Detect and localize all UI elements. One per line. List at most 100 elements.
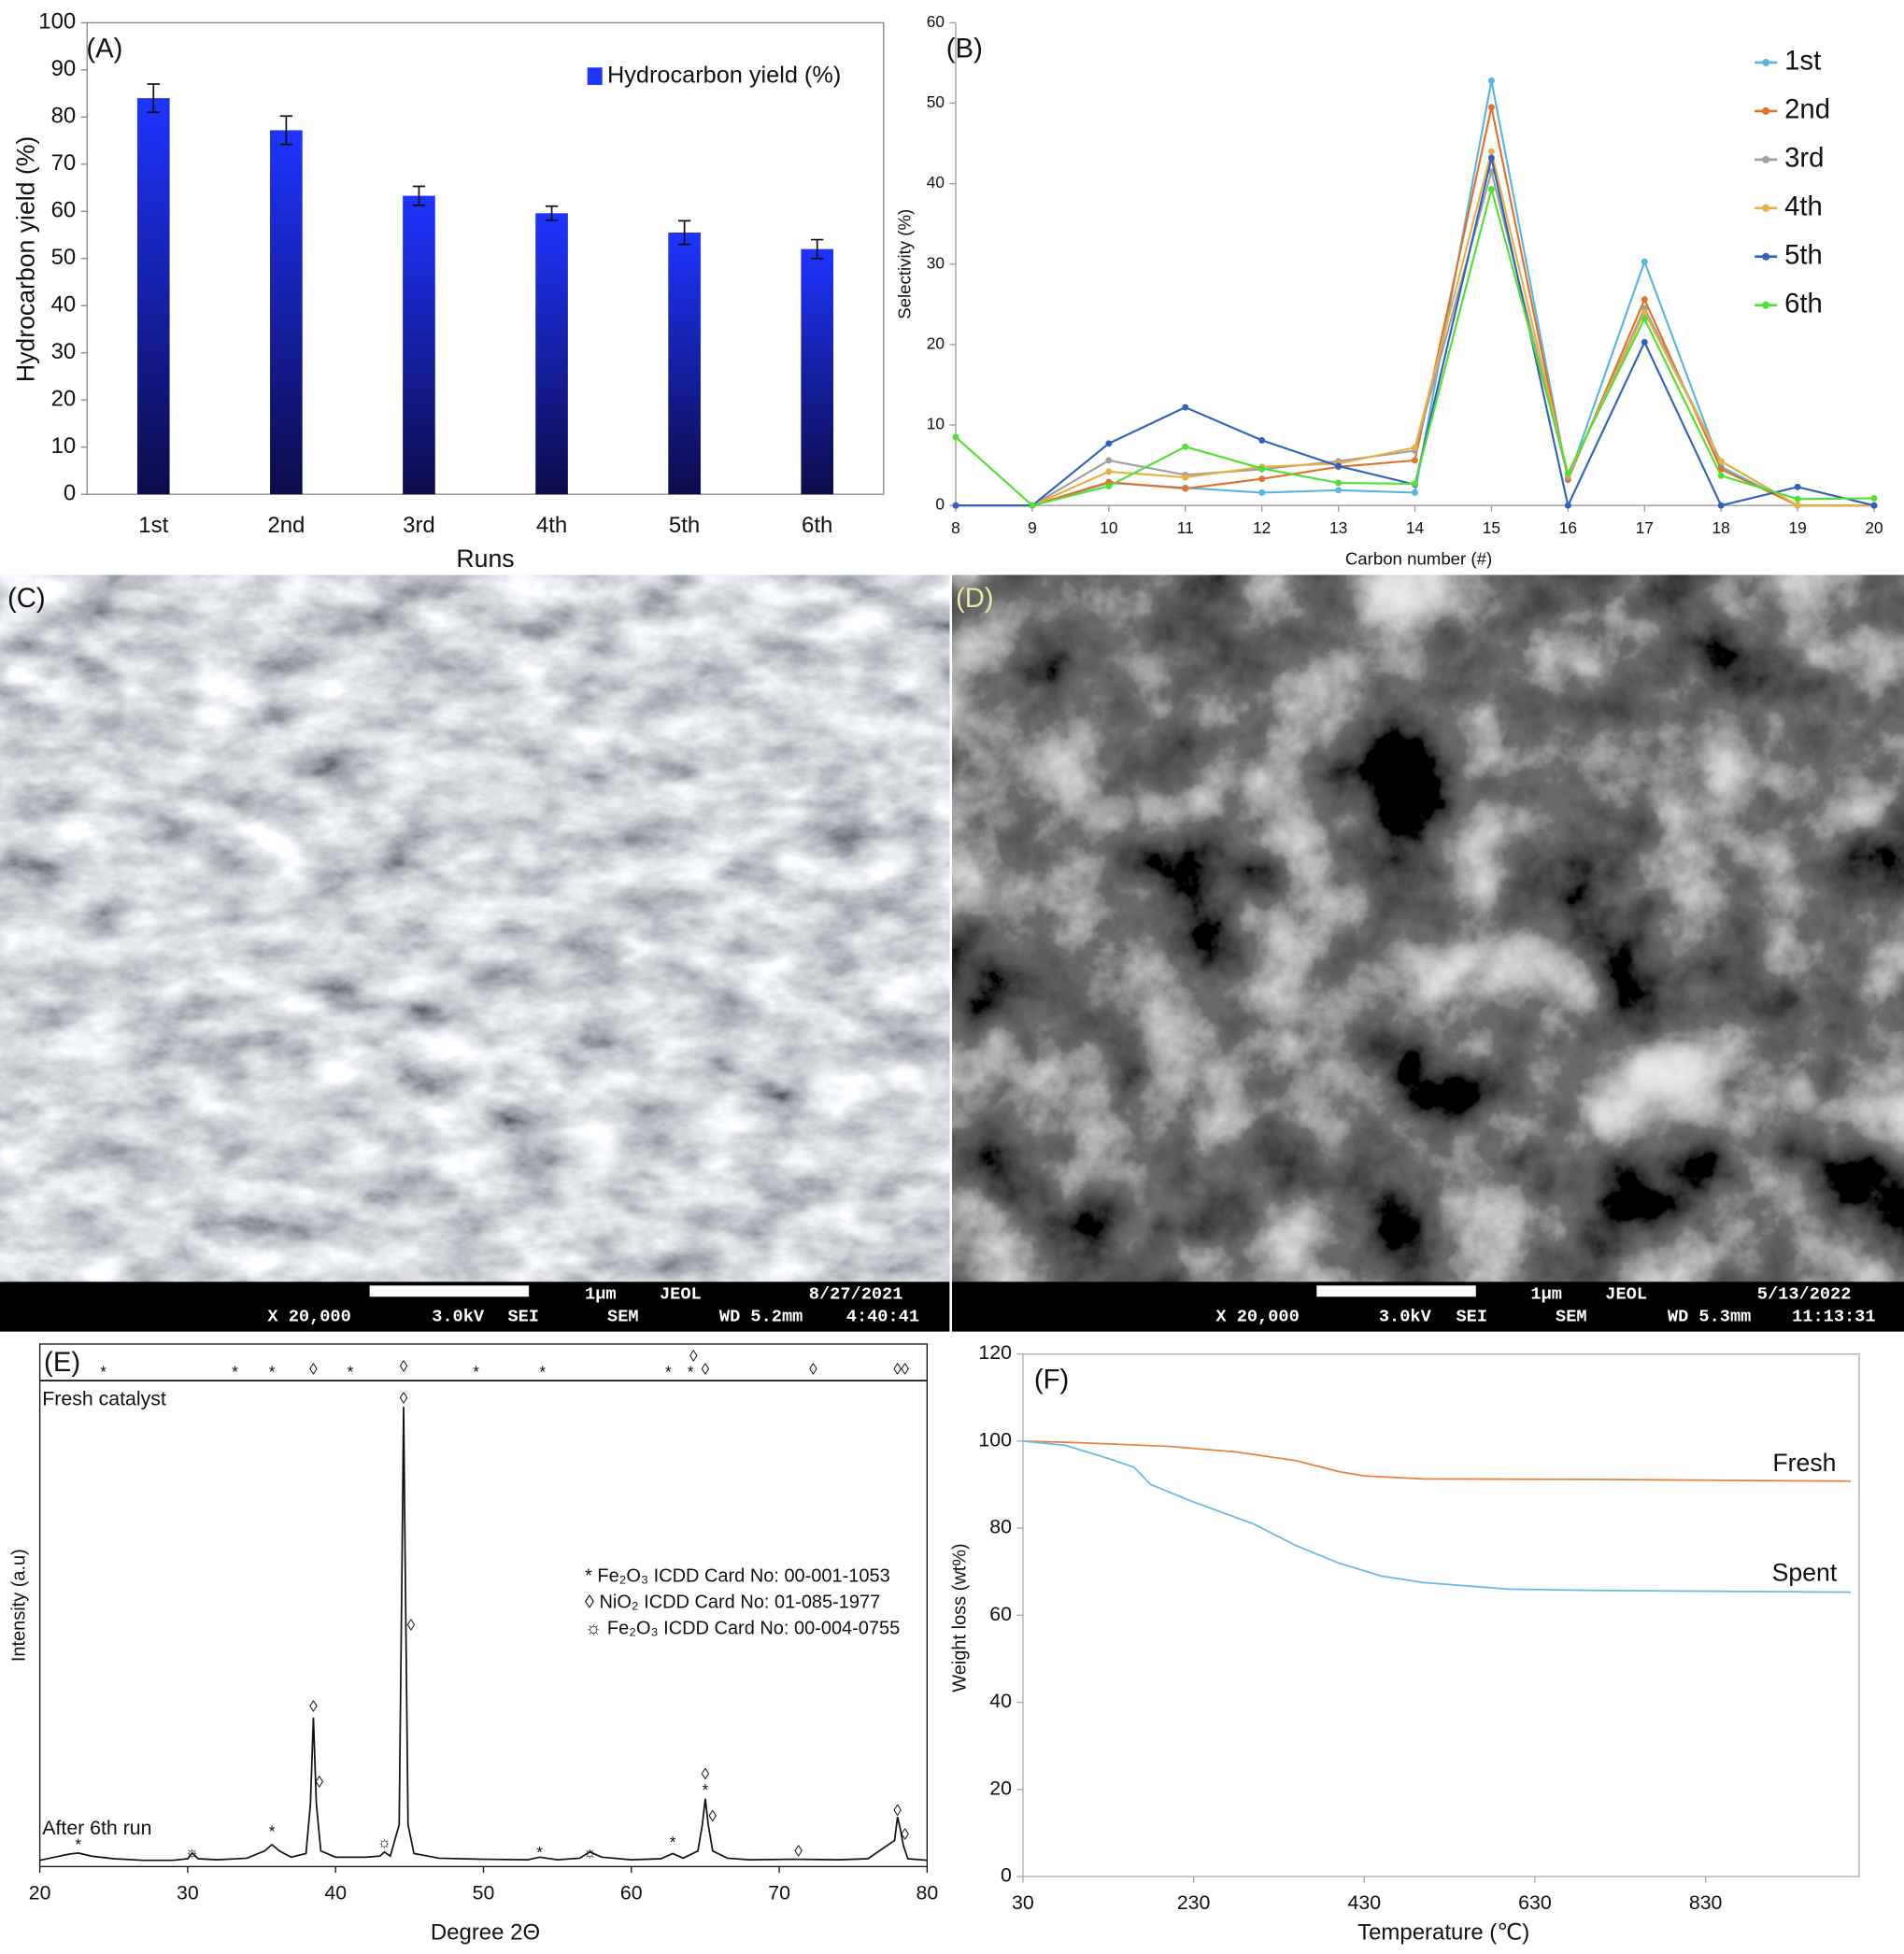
x-axis-title: Degree 2Θ (431, 1920, 540, 1946)
scale-bar (1316, 1285, 1476, 1297)
x-tick-label: 18 (1712, 518, 1730, 537)
x-tick-label: 20 (1865, 518, 1883, 537)
data-point (1717, 472, 1725, 479)
bar (270, 130, 303, 495)
sem-maker: JEOL (660, 1284, 702, 1305)
peak-marker: * (703, 1780, 709, 1799)
peak-marker: ☼ (583, 1842, 598, 1861)
x-tick-label: 3rd (403, 513, 435, 538)
data-line (39, 1407, 928, 1862)
data-point (1335, 479, 1343, 487)
sem-image (0, 574, 950, 1285)
x-tick-label: 16 (1559, 518, 1577, 537)
legend-label: 2nd (1784, 94, 1830, 125)
x-tick-label: 6th (802, 513, 832, 538)
chart-panel: (A) Runs Hydrocarbon yield (%) 0 10 20 30 40 50 6… (11, 9, 885, 573)
x-tick-label: 70 (768, 1881, 790, 1904)
x-axis-title: Temperature (℃) (1357, 1920, 1529, 1946)
series-label: Fresh (1772, 1449, 1836, 1477)
y-tick-label: 30 (51, 339, 77, 364)
bar (668, 232, 701, 495)
data-line (955, 80, 1875, 507)
y-tick-label: 20 (989, 1777, 1012, 1799)
data-point (1870, 502, 1878, 509)
peak-marker: ◊ (794, 1841, 803, 1860)
x-tick-label: 30 (177, 1881, 199, 1904)
y-tick-label: 0 (1001, 1864, 1012, 1887)
x-tick-label: 11 (1177, 518, 1194, 537)
sem-wd: WD 5.3mm (1668, 1307, 1751, 1327)
sem-time: 4:40:41 (846, 1307, 919, 1327)
data-point (1182, 404, 1189, 411)
peak-marker: ◊ (809, 1359, 817, 1378)
data-point (952, 502, 959, 509)
error-bar (279, 115, 293, 146)
x-tick-label: 1st (138, 513, 168, 538)
peak-marker: ◊ (901, 1824, 909, 1843)
x-tick-label: 80 (916, 1881, 939, 1904)
peak-marker: * (670, 1833, 676, 1851)
annotation-legend: * Fe₂O₃ ICDD Card No: 00-001-1053 (585, 1565, 890, 1586)
data-point (1487, 77, 1495, 84)
peak-marker: ◊ (901, 1359, 909, 1378)
x-axis-title: Runs (456, 545, 514, 573)
y-tick-label: 70 (51, 150, 77, 176)
bar (535, 213, 568, 495)
peak-marker: * (473, 1362, 479, 1381)
plot-frame (86, 21, 885, 495)
x-tick-label: 5th (669, 513, 700, 538)
data-point (1412, 488, 1418, 496)
x-tick-label: 4th (536, 513, 567, 538)
series-label: Fresh catalyst (42, 1388, 166, 1410)
y-tick-label: 60 (927, 12, 945, 31)
y-tick-label: 40 (51, 292, 77, 318)
peak-marker: * (536, 1843, 543, 1862)
y-tick-label: 90 (51, 56, 77, 81)
error-bar (811, 238, 824, 260)
x-tick-label: 12 (1253, 518, 1271, 537)
legend-label: 6th (1784, 288, 1823, 319)
y-tick-label: 30 (927, 253, 945, 272)
sem-instrument: SEM (607, 1307, 639, 1327)
x-tick-label: 430 (1348, 1891, 1382, 1914)
legend-label: Hydrocarbon yield (%) (607, 62, 841, 88)
x-tick-label: 50 (473, 1881, 495, 1904)
sem-mode: SEI (507, 1307, 539, 1327)
y-tick-label: 40 (927, 173, 945, 191)
y-tick-label: 80 (989, 1516, 1012, 1538)
data-point (1487, 168, 1495, 176)
data-point (1487, 104, 1495, 111)
peak-marker: ◊ (709, 1806, 718, 1825)
sem-image (952, 574, 1904, 1285)
y-tick-label: 0 (935, 495, 945, 514)
sem-date: 5/13/2022 (1757, 1284, 1852, 1305)
sem-voltage: 3.0kV (432, 1307, 485, 1327)
data-point (1794, 502, 1801, 509)
peak-marker: ◊ (400, 1388, 408, 1407)
peak-marker: * (688, 1362, 694, 1381)
data-point (1794, 495, 1801, 503)
panel-label: (A) (86, 33, 122, 64)
data-point (1487, 186, 1495, 193)
y-tick-label: 60 (51, 198, 77, 223)
x-tick-label: 230 (1177, 1891, 1211, 1914)
panel-label: (F) (1034, 1365, 1069, 1395)
data-point (1412, 444, 1418, 451)
sem-mode: SEI (1456, 1307, 1487, 1327)
data-point (1641, 338, 1648, 346)
y-tick-label: 10 (51, 433, 77, 459)
peak-marker: ◊ (309, 1359, 318, 1378)
data-point (1182, 474, 1189, 481)
series-label: Spent (1772, 1558, 1838, 1586)
data-point (1487, 154, 1495, 162)
data-point (1870, 494, 1878, 502)
data-point (1641, 258, 1648, 265)
y-tick-label: 50 (927, 92, 945, 111)
y-tick-label: 20 (927, 333, 945, 352)
data-point (1412, 480, 1418, 488)
x-tick-label: 17 (1636, 518, 1654, 537)
data-line (1022, 1439, 1851, 1482)
y-tick-label: 0 (64, 481, 76, 506)
sem-magnification: X 20,000 (267, 1307, 350, 1327)
data-point (1335, 462, 1343, 470)
